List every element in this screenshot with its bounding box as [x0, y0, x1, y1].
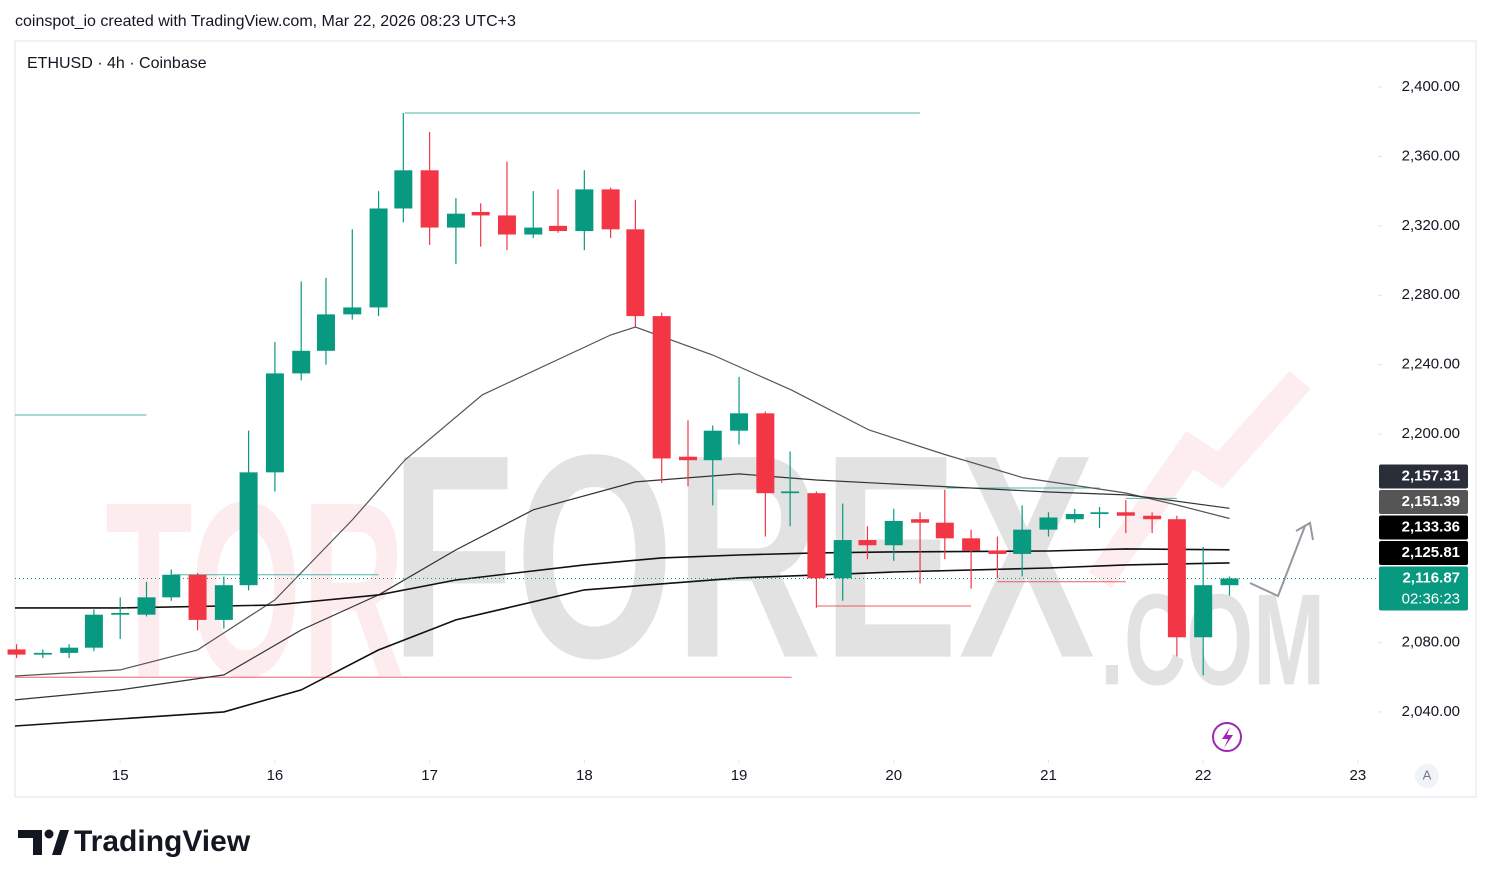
x-tick-label: 16	[267, 767, 284, 784]
logo-mark	[18, 830, 42, 855]
candle-body	[343, 307, 362, 315]
alert-bolt	[1222, 727, 1233, 748]
candle-body	[84, 614, 103, 648]
ma-line	[15, 548, 1230, 609]
candle-body	[962, 538, 981, 551]
price-label-box	[1379, 464, 1468, 489]
y-tick-label: 2,320.00	[1402, 217, 1460, 234]
candle-body	[137, 597, 156, 615]
candle-body	[1194, 585, 1213, 638]
candle-body	[369, 208, 388, 308]
x-tick-label: 21	[1040, 767, 1057, 784]
candle-body	[394, 170, 413, 209]
candle-body	[601, 189, 620, 230]
candle-body	[420, 170, 439, 228]
ma-line	[14, 473, 1230, 701]
candle-body	[549, 225, 568, 232]
candle-body	[1013, 529, 1032, 554]
candle-body	[471, 211, 490, 216]
ma-line	[14, 562, 1230, 727]
candle-body	[524, 227, 543, 235]
logo	[18, 829, 69, 855]
candle-body	[111, 612, 130, 615]
logo-mark	[44, 829, 54, 839]
y-tick-label: 2,080.00	[1402, 633, 1460, 650]
candle-body	[988, 550, 1007, 554]
watermark-arrow	[1088, 370, 1311, 588]
candle-body	[935, 522, 954, 539]
plot-area	[7, 112, 1378, 727]
candle-body	[33, 652, 52, 655]
price-label: 2,116.87	[1402, 569, 1460, 586]
candle-body	[807, 493, 826, 579]
candle-body	[497, 215, 516, 235]
candle-body	[703, 430, 722, 461]
scale-button[interactable]	[1415, 764, 1439, 788]
scale-button-label[interactable]: A	[1423, 767, 1432, 782]
price-label-box	[1379, 489, 1468, 514]
candle-body	[239, 472, 258, 586]
alert-icon[interactable]	[1212, 722, 1242, 752]
candle-body	[1167, 519, 1186, 638]
candle-body	[188, 574, 207, 620]
projection-arrow	[1249, 525, 1306, 598]
x-tick-label: 23	[1350, 767, 1367, 784]
x-tick-label: 22	[1195, 767, 1212, 784]
price-label: 2,125.81	[1402, 544, 1460, 561]
countdown: 02:36:23	[1402, 590, 1460, 607]
y-tick-label: 2,400.00	[1402, 78, 1460, 95]
candle-body	[858, 540, 877, 546]
header: coinspot_io created with TradingView.com…	[15, 13, 516, 30]
candle-body	[1039, 517, 1058, 530]
candle-body	[1065, 514, 1084, 520]
candle-body	[292, 350, 311, 374]
price-label-box	[1379, 540, 1468, 565]
candle-body	[1090, 512, 1109, 515]
chart-title: ETHUSD · 4h · Coinbase	[27, 55, 207, 72]
x-tick-label: 19	[731, 767, 748, 784]
price-label: 2,157.31	[1402, 467, 1460, 484]
candle-body	[781, 491, 800, 494]
watermark-part: .COM	[1100, 566, 1325, 712]
candle-body	[446, 213, 465, 228]
y-tick-label: 2,360.00	[1402, 147, 1460, 164]
price-label-box	[1379, 515, 1468, 540]
candle-body	[833, 540, 852, 579]
candle-body	[678, 456, 697, 461]
candle-body	[730, 413, 749, 431]
watermark-part: FOREX	[390, 395, 1096, 719]
candle-body	[652, 316, 671, 459]
candle-body	[756, 413, 775, 494]
x-tick-label: 15	[112, 767, 129, 784]
x-tick-label: 20	[885, 767, 902, 784]
y-tick-label: 2,040.00	[1402, 703, 1460, 720]
candle-body	[1220, 578, 1239, 586]
x-tick-label: 17	[421, 767, 438, 784]
footer-brand: TradingView	[74, 825, 251, 858]
price-label-box	[1379, 566, 1468, 611]
candle-body	[911, 519, 930, 523]
candle-body	[265, 373, 284, 473]
logo-mark	[52, 830, 69, 855]
candle-body	[626, 229, 645, 317]
candle-body	[884, 520, 903, 546]
candle-body	[7, 649, 26, 655]
candle-body	[60, 647, 79, 653]
candle-body	[162, 574, 181, 598]
candle-body	[214, 585, 233, 620]
projection-arrowhead	[1295, 521, 1314, 541]
candle-body	[575, 189, 594, 232]
ma-line	[14, 326, 1230, 677]
y-tick-label: 2,280.00	[1402, 286, 1460, 303]
price-label: 2,151.39	[1402, 493, 1460, 510]
price-label: 2,133.36	[1402, 518, 1460, 535]
y-tick-label: 2,240.00	[1402, 356, 1460, 373]
candle-body	[1116, 512, 1135, 516]
y-tick-label: 2,200.00	[1402, 425, 1460, 442]
x-tick-label: 18	[576, 767, 593, 784]
candle-body	[316, 314, 335, 351]
candle-body	[1143, 515, 1162, 520]
